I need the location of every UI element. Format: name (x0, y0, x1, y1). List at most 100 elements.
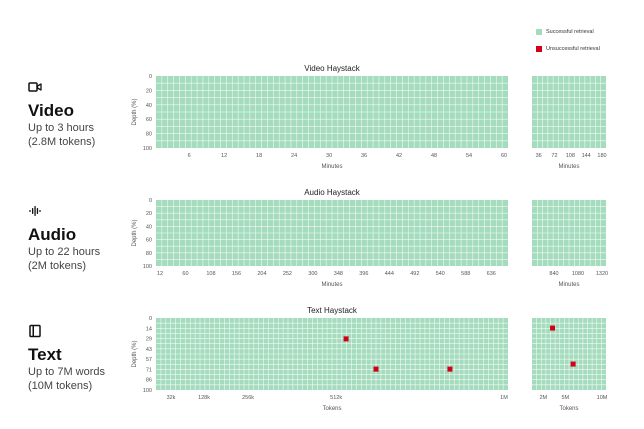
failure-point (343, 336, 349, 342)
modality-tokens: (2M tokens) (28, 260, 87, 272)
legend-fail-label: Unsuccessful retrieval (546, 46, 600, 52)
x-tick-label: 204 (257, 271, 266, 277)
modality-duration: Up to 7M words (28, 366, 106, 378)
y-tick-label: 80 (146, 132, 152, 138)
y-tick-label: 20 (146, 211, 152, 217)
x-tick-label: 156 (232, 271, 241, 277)
ext-x-tick-label: 10M (597, 395, 608, 401)
x-tick-label: 24 (291, 153, 297, 159)
x-tick-label: 512k (330, 395, 342, 401)
ext-x-tick-label: 2M (540, 395, 548, 401)
modality-duration: Up to 3 hours (28, 122, 95, 134)
y-tick-label: 57 (146, 357, 152, 363)
y-tick-label: 100 (143, 146, 152, 152)
x-tick-label: 1M (500, 395, 508, 401)
video-haystack-x-axis-label: Minutes (321, 164, 342, 170)
x-tick-label: 396 (359, 271, 368, 277)
legend-item-success: Successful retrieval (536, 28, 600, 36)
x-tick-label: 256k (242, 395, 254, 401)
ext-x-tick-label: 5M (562, 395, 570, 401)
text-haystack-x-axis-label: Tokens (322, 406, 341, 412)
video-camera-icon (28, 82, 42, 92)
x-tick-label: 12 (157, 271, 163, 277)
x-tick-label: 54 (466, 153, 472, 159)
modality-tokens: (2.8M tokens) (28, 136, 96, 148)
ext-x-tick-label: 144 (582, 153, 591, 159)
fail-swatch (536, 46, 542, 52)
ext-failure-point (550, 325, 556, 331)
x-tick-label: 300 (308, 271, 317, 277)
y-tick-label: 100 (143, 388, 152, 394)
audio-haystack-ext-x-axis-label: Minutes (558, 282, 579, 288)
audio-haystack-title: Audio Haystack (304, 188, 361, 197)
x-tick-label: 18 (256, 153, 262, 159)
failure-point (447, 366, 453, 372)
modality-text: Text Up to 7M words (10M tokens) (28, 324, 105, 393)
y-tick-label: 0 (149, 74, 152, 80)
video-haystack-ext-x-axis-label: Minutes (558, 164, 579, 170)
y-tick-label: 80 (146, 251, 152, 257)
audio-haystack-x-axis-label: Minutes (321, 282, 342, 288)
x-tick-label: 128k (198, 395, 210, 401)
y-tick-label: 86 (146, 378, 152, 384)
x-tick-label: 6 (188, 153, 191, 159)
x-tick-label: 444 (385, 271, 394, 277)
x-tick-label: 30 (326, 153, 332, 159)
y-tick-label: 40 (146, 224, 152, 230)
y-tick-label: 0 (149, 316, 152, 322)
ext-x-tick-label: 1320 (596, 271, 608, 277)
y-tick-label: 100 (143, 264, 152, 270)
text-haystack-y-axis-label: Depth (%) (132, 340, 138, 367)
y-tick-label: 29 (146, 337, 152, 343)
x-tick-label: 636 (487, 271, 496, 277)
ext-failure-point (570, 361, 576, 367)
legend-item-fail: Unsuccessful retrieval (536, 45, 600, 53)
x-tick-label: 348 (334, 271, 343, 277)
y-tick-label: 71 (146, 367, 152, 373)
y-tick-label: 0 (149, 198, 152, 204)
modality-audio: Audio Up to 22 hours (2M tokens) (28, 204, 100, 273)
ext-x-tick-label: 180 (597, 153, 606, 159)
x-tick-label: 12 (221, 153, 227, 159)
text-haystack-title: Text Haystack (307, 306, 358, 315)
y-tick-label: 40 (146, 103, 152, 109)
text-haystack-ext-x-axis-label: Tokens (559, 406, 578, 412)
x-tick-label: 32k (167, 395, 176, 401)
ext-x-tick-label: 1080 (572, 271, 584, 277)
y-tick-label: 60 (146, 238, 152, 244)
x-tick-label: 540 (436, 271, 445, 277)
video-haystack-title: Video Haystack (304, 64, 360, 73)
x-tick-label: 42 (396, 153, 402, 159)
x-tick-label: 60 (182, 271, 188, 277)
x-tick-label: 492 (410, 271, 419, 277)
x-tick-label: 60 (501, 153, 507, 159)
modality-title: Audio (28, 225, 77, 244)
y-tick-label: 14 (146, 326, 152, 332)
y-tick-label: 43 (146, 347, 152, 353)
failure-point (373, 366, 379, 372)
legend: Successful retrieval Unsuccessful retrie… (536, 28, 600, 62)
ext-x-tick-label: 72 (551, 153, 557, 159)
video-haystack-y-axis-label: Depth (%) (132, 98, 138, 125)
x-tick-label: 252 (283, 271, 292, 277)
modality-video: Video Up to 3 hours (2.8M tokens) (28, 80, 95, 149)
modality-duration: Up to 22 hours (28, 246, 101, 258)
x-tick-label: 48 (431, 153, 437, 159)
modality-title: Text (28, 345, 62, 364)
x-tick-label: 108 (206, 271, 215, 277)
audio-haystack-y-axis-label: Depth (%) (132, 219, 138, 246)
y-tick-label: 20 (146, 88, 152, 94)
x-tick-label: 588 (461, 271, 470, 277)
modality-title: Video (28, 101, 74, 120)
modality-tokens: (10M tokens) (28, 380, 93, 392)
ext-x-tick-label: 840 (549, 271, 558, 277)
book-icon (29, 324, 41, 338)
legend-success-label: Successful retrieval (546, 29, 594, 35)
ext-x-tick-label: 36 (536, 153, 542, 159)
ext-x-tick-label: 108 (566, 153, 575, 159)
audio-waveform-icon (29, 206, 41, 216)
y-tick-label: 60 (146, 117, 152, 123)
success-swatch (536, 29, 542, 35)
x-tick-label: 36 (361, 153, 367, 159)
